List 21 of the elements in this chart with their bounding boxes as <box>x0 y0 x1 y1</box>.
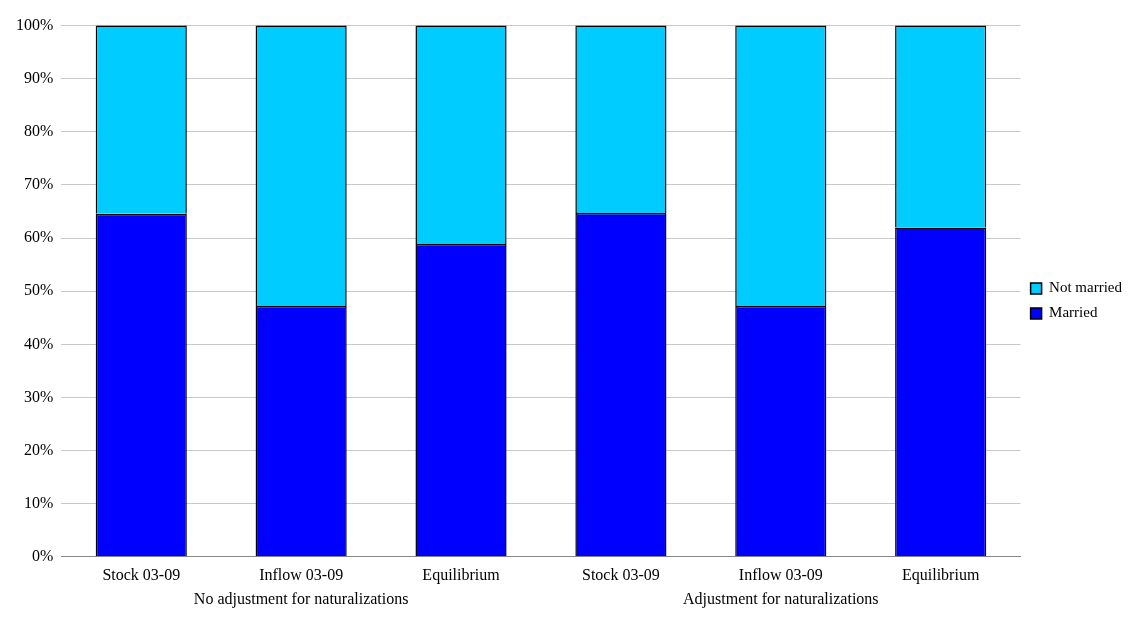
x-tick-label: Equilibrium <box>422 565 501 584</box>
y-tick-label: 40% <box>24 334 54 352</box>
y-tick-label: 90% <box>24 68 54 86</box>
y-tick-label: 20% <box>24 440 54 458</box>
y-tick-label: 60% <box>24 228 54 246</box>
text: No adjustment for naturalizations <box>193 590 409 609</box>
y-tick-label: 10% <box>24 493 54 511</box>
legend-label: Married <box>1049 304 1098 321</box>
x-tick-label: Stock 03-09 <box>102 565 181 583</box>
y-tick-label: 50% <box>24 281 54 299</box>
y-tick-label: 100% <box>16 15 54 33</box>
text: Adjustment for naturalizations <box>683 590 879 609</box>
legend-label: Not married <box>1049 279 1123 296</box>
y-tick-label: 0% <box>32 547 54 564</box>
y-tick-label: 70% <box>24 175 54 193</box>
x-tick-label: Stock 03-09 <box>582 565 660 583</box>
y-tick-label: 80% <box>24 122 54 140</box>
y-tick-label: 30% <box>24 387 54 405</box>
x-tick-label: Inflow 03-09 <box>259 565 344 583</box>
x-tick-label: Equilibrium <box>902 565 980 584</box>
x-tick-label: Inflow 03-09 <box>738 565 823 583</box>
